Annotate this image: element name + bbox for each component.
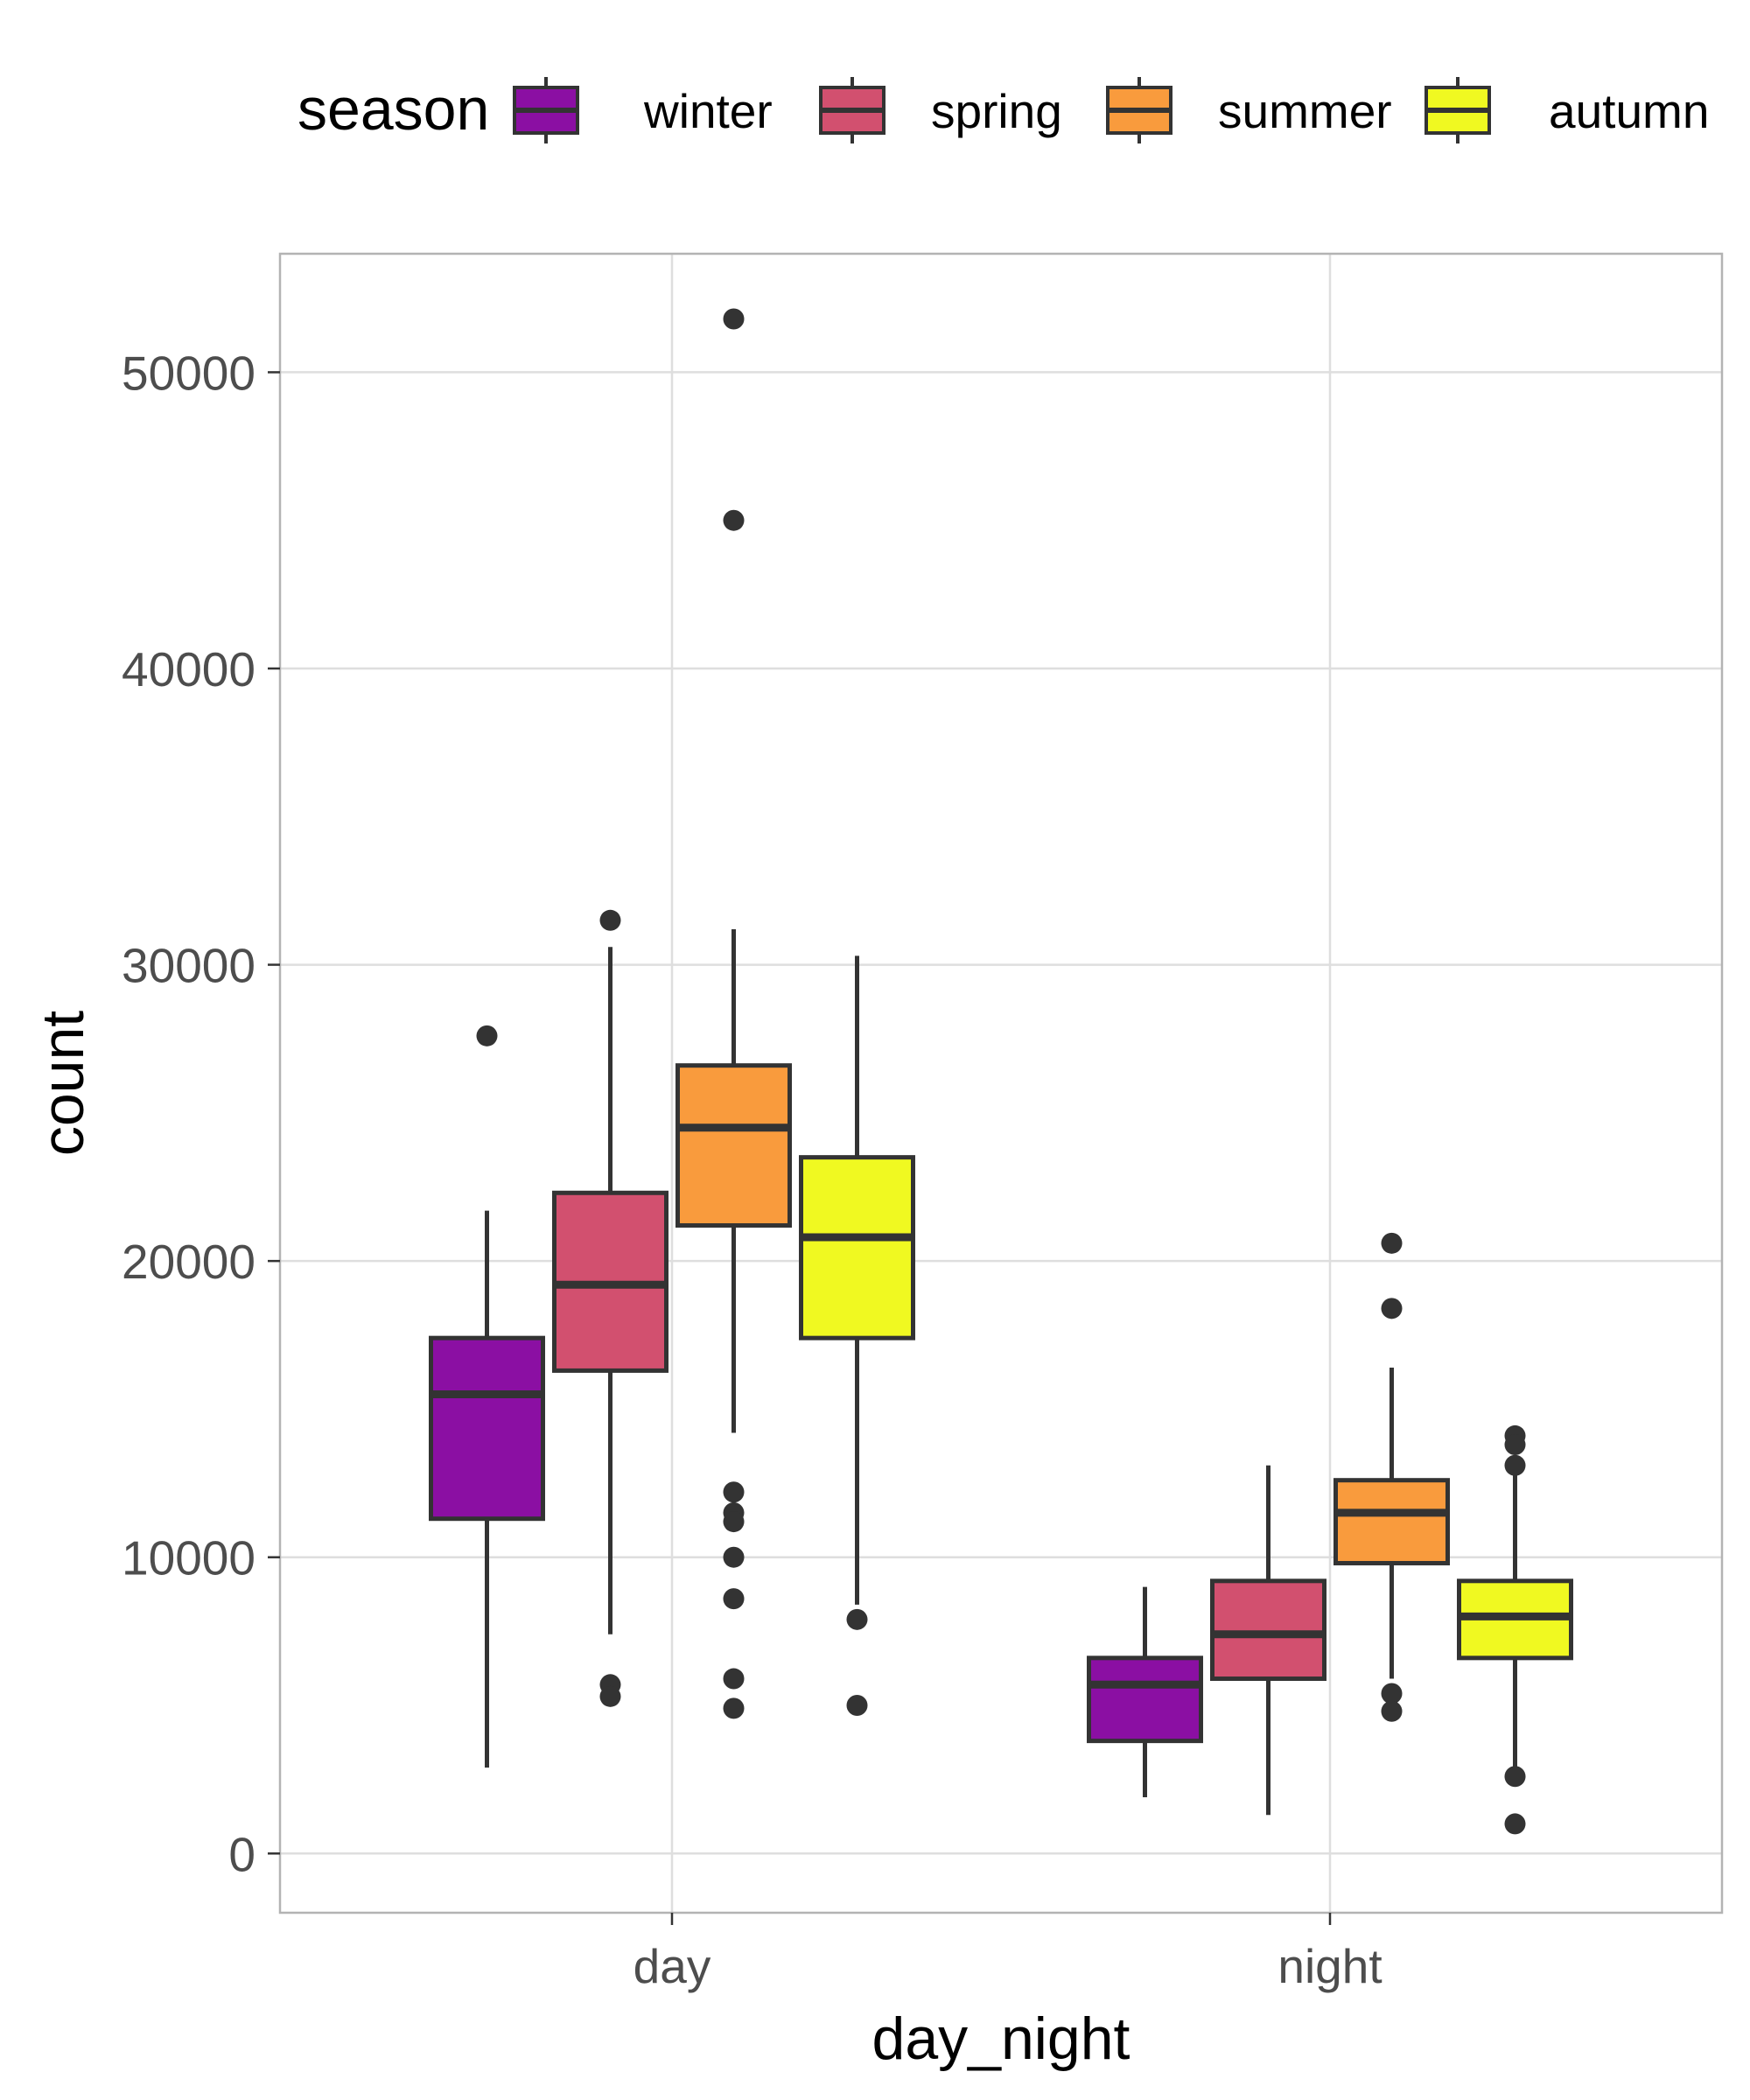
y-tick-label: 30000 xyxy=(122,939,256,993)
y-axis-title: count xyxy=(30,1011,96,1156)
outlier-point xyxy=(1381,1298,1403,1320)
legend-items: winter spring summer autumn xyxy=(513,77,1709,144)
series-autumn xyxy=(799,956,1573,1835)
outlier-point xyxy=(723,1546,745,1568)
x-axis: day night xyxy=(634,1913,1382,1993)
box-body xyxy=(1210,1578,1326,1682)
outlier-point xyxy=(723,1588,745,1610)
box-autumn-day xyxy=(799,956,915,1716)
box-spring-night xyxy=(1210,1465,1326,1816)
legend-label: autumn xyxy=(1549,84,1709,138)
box-body xyxy=(799,1155,915,1340)
box-summer-day xyxy=(676,308,792,1719)
box-body xyxy=(429,1335,545,1522)
outlier-point xyxy=(723,1481,745,1503)
outlier-point xyxy=(846,1608,868,1630)
box-summer-night xyxy=(1334,1232,1450,1722)
y-axis: 0 10000 20000 30000 40000 50000 xyxy=(122,346,280,1881)
legend-item-autumn: autumn xyxy=(1424,77,1709,144)
x-tick-label: night xyxy=(1278,1939,1382,1993)
legend-item-winter: winter xyxy=(513,77,773,144)
box-winter-day xyxy=(429,1025,545,1768)
outlier-point xyxy=(1381,1700,1403,1722)
outlier-point xyxy=(1504,1813,1526,1835)
series-summer xyxy=(676,308,1450,1722)
x-axis-title: day_night xyxy=(872,2006,1130,2072)
legend-label: winter xyxy=(643,84,773,138)
legend-label: summer xyxy=(1218,84,1392,138)
outlier-point xyxy=(723,1698,745,1719)
box-series xyxy=(429,308,1573,1835)
y-tick-label: 50000 xyxy=(122,346,256,400)
outlier-point xyxy=(599,909,621,931)
y-tick-label: 20000 xyxy=(122,1235,256,1289)
x-tick-label: day xyxy=(634,1939,711,1993)
box-spring-day xyxy=(552,909,668,1707)
legend-item-summer: summer xyxy=(1106,77,1392,144)
box-body xyxy=(1087,1656,1203,1744)
legend-item-spring: spring xyxy=(819,77,1062,144)
panel-border xyxy=(278,252,1724,1914)
outlier-point xyxy=(1504,1766,1526,1788)
legend-label: spring xyxy=(931,84,1062,138)
legend: season winter spring summer autumn xyxy=(298,76,1709,144)
outlier-point xyxy=(723,509,745,531)
legend-title: season xyxy=(298,76,489,143)
outlier-point xyxy=(599,1685,621,1707)
outlier-point xyxy=(1381,1232,1403,1254)
outlier-point xyxy=(723,1668,745,1690)
outlier-point xyxy=(723,308,745,330)
box-body xyxy=(676,1063,792,1228)
outlier-point xyxy=(723,1511,745,1533)
y-tick-label: 0 xyxy=(228,1827,256,1881)
y-tick-label: 10000 xyxy=(122,1531,256,1586)
outlier-point xyxy=(846,1695,868,1716)
series-winter xyxy=(429,1025,1203,1797)
plot-panel xyxy=(278,252,1724,1914)
y-tick-label: 40000 xyxy=(122,642,256,696)
box-autumn-night xyxy=(1457,1424,1573,1835)
outlier-point xyxy=(1381,1683,1403,1704)
box-winter-night xyxy=(1087,1586,1203,1797)
box-body xyxy=(1334,1478,1450,1565)
outlier-point xyxy=(476,1025,498,1046)
gridlines xyxy=(280,254,1722,1913)
series-spring xyxy=(552,909,1326,1816)
outlier-point xyxy=(1504,1454,1526,1476)
outlier-point xyxy=(1504,1434,1526,1456)
